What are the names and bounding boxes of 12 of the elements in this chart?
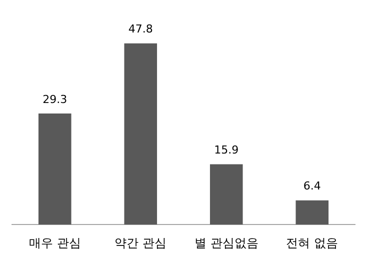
x-tick-label: 매우 관심 xyxy=(28,236,81,250)
bar xyxy=(124,43,158,225)
x-tick-label: 약간 관심 xyxy=(114,236,167,250)
bar xyxy=(38,113,72,225)
data-label: 47.8 xyxy=(128,22,153,36)
x-tick-label: 별 관심없음 xyxy=(194,236,258,250)
x-tick-label: 전혀 없음 xyxy=(286,236,338,250)
data-label: 15.9 xyxy=(214,144,239,157)
data-label: 6.4 xyxy=(303,180,321,193)
bar xyxy=(296,200,329,225)
bar xyxy=(210,164,243,225)
data-label: 29.3 xyxy=(42,92,68,106)
